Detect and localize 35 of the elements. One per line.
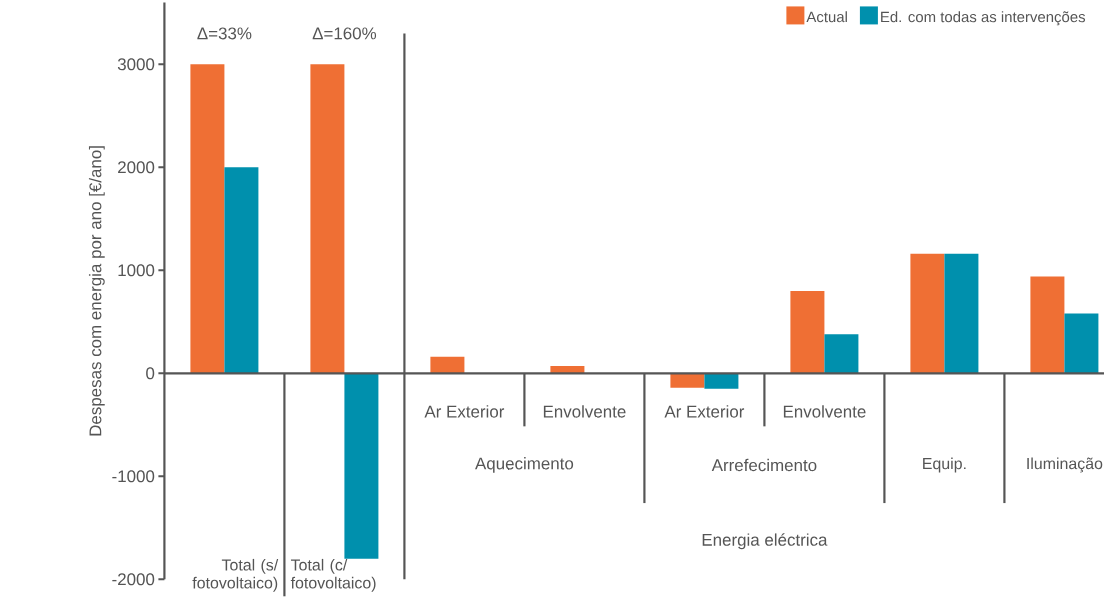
bar <box>430 356 465 374</box>
y-tick-label: 1000 <box>118 264 155 277</box>
bar <box>344 373 379 559</box>
x-tick-label: Total (c/ fotovoltaico) <box>290 558 376 592</box>
bar <box>910 253 945 374</box>
x-tick-label: Iluminação <box>1027 457 1103 473</box>
y-tick-label: 2000 <box>118 161 155 174</box>
y-axis-title: Despesas com energia por ano [€/ano] <box>88 146 105 436</box>
bar <box>790 290 825 374</box>
bar <box>704 373 739 389</box>
bar <box>944 253 979 374</box>
annotation: Δ=33% <box>197 27 252 40</box>
bar <box>1030 276 1065 374</box>
annotation: Arrefecimento <box>711 458 817 472</box>
annotation: Δ=160% <box>312 27 377 40</box>
x-tick-label: Envolvente <box>543 405 626 418</box>
x-tick-label: Total (s/ fotovoltaico) <box>192 558 279 592</box>
bar <box>824 334 859 374</box>
x-tick-label: Ar Exterior <box>424 405 505 418</box>
x-tick-label: Equip. <box>923 457 966 473</box>
y-tick-label: 0 <box>146 367 155 380</box>
bar <box>310 64 345 374</box>
legend-label: Ed. com todas as intervenções <box>881 11 1086 26</box>
bar <box>190 64 225 374</box>
y-tick-label: 3000 <box>117 58 155 71</box>
y-tick-label: -1000 <box>112 470 155 483</box>
bar <box>1064 313 1099 374</box>
bar <box>224 167 259 374</box>
bar <box>670 373 705 388</box>
x-tick-label: Ar Exterior <box>664 405 745 418</box>
annotation: Aquecimento <box>475 457 574 473</box>
y-tick-label: -2000 <box>112 573 155 586</box>
annotation: Energia eléctrica <box>702 533 828 550</box>
x-tick-label: Envolvente <box>783 405 866 418</box>
legend-label: Actual <box>806 11 847 23</box>
